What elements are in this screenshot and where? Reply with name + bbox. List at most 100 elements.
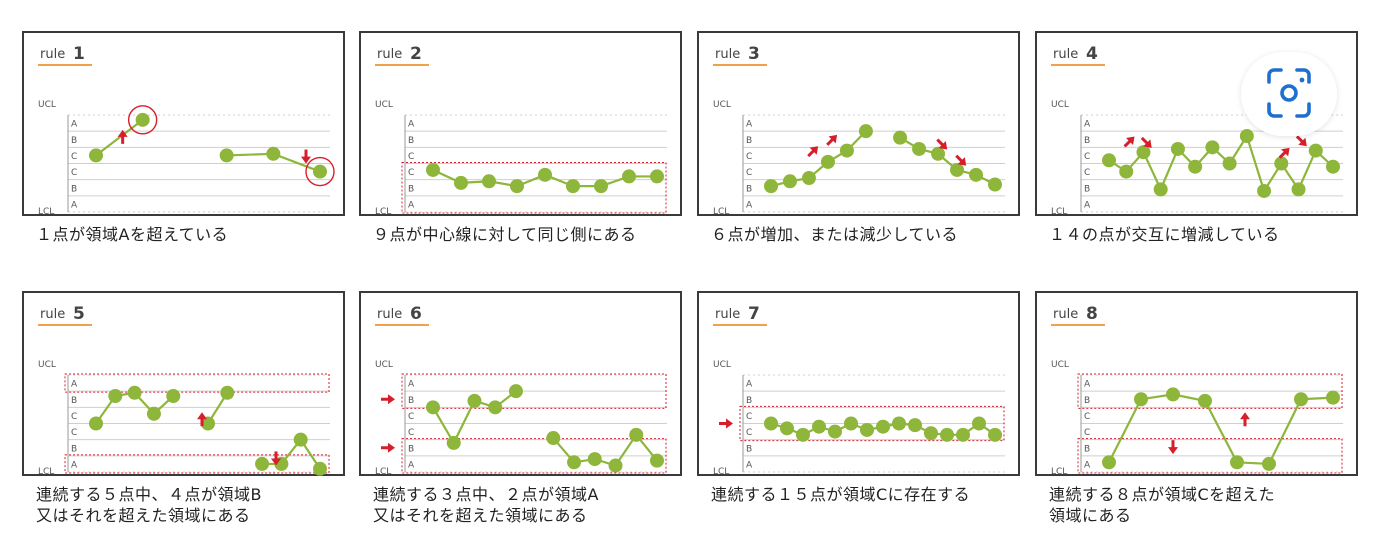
data-point [876,419,890,434]
ucl-label: UCL [375,360,393,370]
zone-label: B [1084,136,1090,146]
zone-label: A [71,380,78,390]
lcl-label: LCL [713,207,729,217]
data-point [1205,140,1220,155]
alert-arrow-icon [807,146,819,158]
zone-label: B [408,396,414,406]
data-point [858,124,873,139]
lcl-label: LCL [713,467,729,477]
series-line [95,118,144,157]
rule-4-caption: １４の点が交互に増減している [1049,225,1280,244]
zone-label: B [71,136,77,146]
data-point [782,174,797,189]
alert-arrow-icon [1240,412,1250,427]
data-point [135,112,150,127]
zone-label: A [71,460,78,470]
data-point [1170,141,1185,156]
data-point [313,461,327,476]
highlight-zone-band [401,162,667,214]
out-of-control-marker [127,105,158,135]
rule-title: rule [1053,307,1078,322]
data-point [950,162,965,177]
zone-label: A [1084,120,1091,130]
lcl-label: LCL [375,207,391,217]
zone-label: C [71,412,77,422]
zone-label: A [746,120,753,130]
highlight-zone-band [401,438,667,474]
data-point [839,143,854,158]
zone-label: C [746,428,752,438]
data-point [1257,183,1272,198]
zone-label: C [1084,168,1090,178]
data-point [546,431,561,446]
zone-label: B [1084,184,1090,194]
data-point [820,154,835,169]
data-point [1119,164,1134,179]
rule-number: 1 [73,44,85,64]
rule-number: 8 [1086,304,1098,324]
alert-arrow-icon [826,134,838,146]
data-point [940,427,954,442]
ucl-label: UCL [38,360,56,370]
rule-6-panel: rule 6 UCL LCL A B C C B A [359,291,682,477]
alert-arrow-icon [955,154,967,166]
zone-label: C [746,412,752,422]
zone-label: A [71,200,78,210]
lcl-label: LCL [38,467,54,477]
zone-label: C [746,168,752,178]
zone-label: B [746,444,752,454]
data-point [446,435,461,450]
alert-arrow-icon [117,129,128,144]
alert-arrow-icon [1168,440,1178,455]
zone-label: C [408,428,414,438]
lcl-label: LCL [1051,207,1067,217]
rule-number: 4 [1086,44,1098,64]
rule-3-caption: ６点が増加、または減少している [711,225,959,244]
zone-label: C [71,428,77,438]
visual-search-button[interactable] [1241,52,1337,136]
ucl-label: UCL [1051,360,1069,370]
alert-arrow-icon [271,451,281,466]
data-point [764,179,778,194]
data-point [908,418,922,433]
rule-8-panel: rule 8 UCL LCL A B C C B A [1035,291,1358,477]
zone-label: C [746,152,752,162]
data-point [801,171,816,186]
data-point [1166,387,1180,402]
ucl-label: UCL [713,360,731,370]
ucl-label: UCL [375,100,393,110]
rule-2-caption: ９点が中心線に対して同じ側にある [373,225,637,244]
zone-label: C [1084,428,1090,438]
data-point [1188,159,1203,174]
alert-arrow-icon [936,138,948,150]
data-point [988,427,1002,442]
rule-7-panel: rule 7 UCL LCL A B C C B A [697,291,1020,477]
zone-label: C [408,168,414,178]
data-point [1294,392,1308,407]
data-point [266,146,281,161]
data-point [313,164,327,179]
rule-title: rule [377,307,402,322]
data-point [893,130,908,145]
data-point [764,416,778,431]
alert-arrow-icon [197,412,207,427]
rule-number: 3 [748,44,760,64]
rule-number: 2 [410,44,422,64]
data-point [89,148,103,163]
data-point [1102,153,1116,168]
zone-label: A [1084,200,1091,210]
data-point [780,421,794,436]
zone-label: C [1084,412,1090,422]
alert-arrow-icon [381,442,395,453]
zone-label: B [746,396,752,406]
alert-arrow-icon [301,149,311,164]
data-point [1198,393,1212,408]
zone-label: B [408,136,414,146]
data-point [220,385,235,400]
data-point [587,452,602,467]
